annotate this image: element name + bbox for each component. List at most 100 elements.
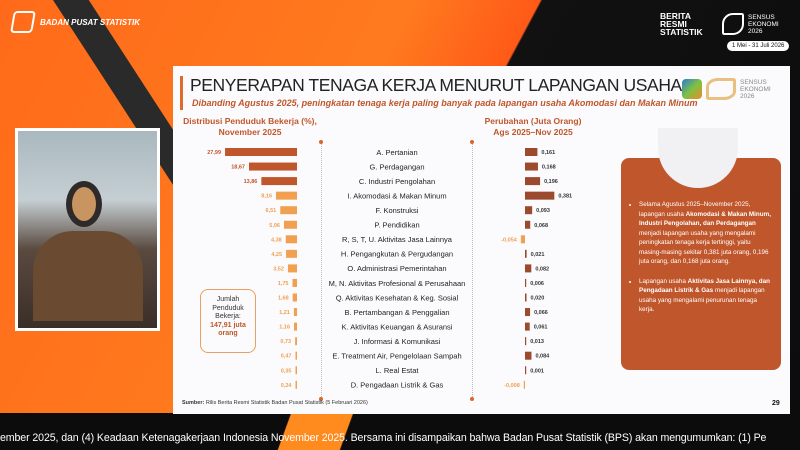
title-accent xyxy=(180,76,183,110)
divider-dot xyxy=(470,397,474,401)
se-line: 2026 xyxy=(748,27,763,35)
change-bar xyxy=(523,380,525,389)
category-label: R, S, T, U. Aktivitas Jasa Lainnya xyxy=(342,235,453,244)
se-line: SENSUS xyxy=(748,13,775,21)
slide-subtitle: Dibanding Agustus 2025, peningkatan tena… xyxy=(192,98,698,108)
category-label: C. Industri Pengolahan xyxy=(359,177,435,186)
insight-2: Lapangan usaha Aktivitas Jasa Lainnya, d… xyxy=(639,277,773,315)
distribution-bar xyxy=(276,191,297,200)
total-value: 147,91 juta xyxy=(210,321,246,329)
category-label: Q. Aktivitas Kesehatan & Keg. Sosial xyxy=(336,293,459,302)
change-bar xyxy=(525,206,533,215)
distribution-bar xyxy=(283,220,297,229)
change-value: 0,066 xyxy=(534,310,548,316)
distribution-bar xyxy=(295,337,297,346)
category-label: E. Treatment Air, Pengelolaan Sampah xyxy=(332,352,461,361)
brs-line: STATISTIK xyxy=(660,27,703,37)
text: Selama Agustus 2025–November 2025, lapan… xyxy=(639,201,751,218)
presenter-body xyxy=(33,231,143,321)
total-label: Jumlah xyxy=(216,296,240,303)
total-label: Bekerja: xyxy=(215,313,241,320)
change-value: 0,001 xyxy=(530,368,544,374)
change-value: 0,381 xyxy=(558,194,572,200)
slide-title: PENYERAPAN TENAGA KERJA MENURUT LAPANGAN… xyxy=(190,75,682,95)
source-label: Sumber: xyxy=(182,400,205,406)
distribution-bar xyxy=(286,249,297,258)
change-value: 0,082 xyxy=(535,266,549,272)
distribution-value: 4,25 xyxy=(271,252,282,258)
distribution-value: 27,99 xyxy=(207,150,221,156)
sensus-logo-icon xyxy=(722,13,744,35)
change-bar xyxy=(525,366,527,375)
distribution-bar xyxy=(295,351,297,360)
category-label: B. Pertambangan & Penggalian xyxy=(344,308,449,317)
change-bar xyxy=(525,308,531,317)
distribution-value: 0,35 xyxy=(281,368,292,374)
category-label: D. Pengadaan Listrik & Gas xyxy=(351,381,444,390)
change-bar xyxy=(525,351,532,360)
distribution-bar xyxy=(287,264,297,273)
divider-right xyxy=(472,142,473,399)
category-label: P. Pendidikan xyxy=(374,221,419,230)
ticker-stripe xyxy=(270,413,360,450)
bps-logo-icon xyxy=(682,79,702,99)
category-label: K. Aktivitas Keuangan & Asuransi xyxy=(342,322,453,331)
se-line: EKONOMI xyxy=(748,20,779,28)
change-value: 0,013 xyxy=(530,339,544,345)
sensus-logo-icon xyxy=(706,78,736,100)
change-bar xyxy=(525,177,541,186)
distribution-bar xyxy=(295,380,297,389)
distribution-value: 3,52 xyxy=(273,266,284,272)
category-label: O. Administrasi Pemerintahan xyxy=(347,264,446,273)
change-bar xyxy=(525,337,527,346)
presenter-head xyxy=(66,181,102,227)
distribution-value: 1,16 xyxy=(279,325,290,331)
title-line: Perubahan (Juta Orang) xyxy=(484,116,582,126)
distribution-value: 18,67 xyxy=(231,165,245,171)
category-label: F. Konstruksi xyxy=(376,206,419,215)
distribution-value: 0,73 xyxy=(280,339,291,345)
change-value: 0,021 xyxy=(531,252,545,258)
category-label: M, N. Aktivitas Profesional & Perusahaan xyxy=(329,279,466,288)
change-bar xyxy=(525,278,527,287)
org-name: BADAN PUSAT STATISTIK xyxy=(40,17,140,27)
distribution-bar xyxy=(280,206,297,215)
change-value: -0,008 xyxy=(504,383,520,389)
change-bar xyxy=(525,322,530,331)
brs-line: BERITA xyxy=(660,11,692,21)
change-value: 0,061 xyxy=(534,325,548,331)
category-label: H. Pengangkutan & Pergudangan xyxy=(341,250,453,259)
change-bar xyxy=(525,249,527,258)
distribution-bar xyxy=(294,322,297,331)
distribution-bar xyxy=(293,308,297,317)
change-value: 0,084 xyxy=(535,354,550,360)
sensus-ekonomi-logo: SENSUS EKONOMI 2026 xyxy=(722,13,779,35)
change-bar xyxy=(525,264,532,273)
title-line: Distribusi Penduduk Bekerja (%), xyxy=(183,116,317,126)
distribution-bar xyxy=(285,235,297,244)
right-chart-title: Perubahan (Juta Orang) Ags 2025–Nov 2025 xyxy=(478,116,588,138)
change-value: 0,161 xyxy=(541,150,555,156)
change-value: 0,068 xyxy=(534,223,548,229)
category-label: L. Real Estat xyxy=(376,366,420,375)
total-unit: orang xyxy=(218,330,238,337)
distribution-bar xyxy=(225,148,297,156)
change-bar xyxy=(525,293,527,302)
distribution-bar xyxy=(261,177,297,186)
title-line: November 2025 xyxy=(218,127,282,137)
divider-left xyxy=(321,142,322,399)
change-value: 0,093 xyxy=(536,208,550,214)
logo-text: SENSUS xyxy=(740,78,767,86)
slide-logos: SENSUS EKONOMI 2026 xyxy=(682,78,771,100)
text-bold: Akomodasi & Makan Minum, Industri Pengol… xyxy=(639,210,771,228)
distribution-value: 1,21 xyxy=(279,310,290,316)
ticker-band xyxy=(0,413,800,450)
page-number: 29 xyxy=(772,400,780,407)
sensus-dates: 1 Mei - 31 Juli 2026 xyxy=(727,41,790,51)
source-text: Rilis Berita Resmi Statistik Badan Pusat… xyxy=(205,400,368,406)
insight-box: Selama Agustus 2025–November 2025, lapan… xyxy=(621,158,781,370)
distribution-value: 0,24 xyxy=(281,383,293,389)
title-line: Ags 2025–Nov 2025 xyxy=(493,127,573,137)
change-value: -0,054 xyxy=(501,237,518,243)
